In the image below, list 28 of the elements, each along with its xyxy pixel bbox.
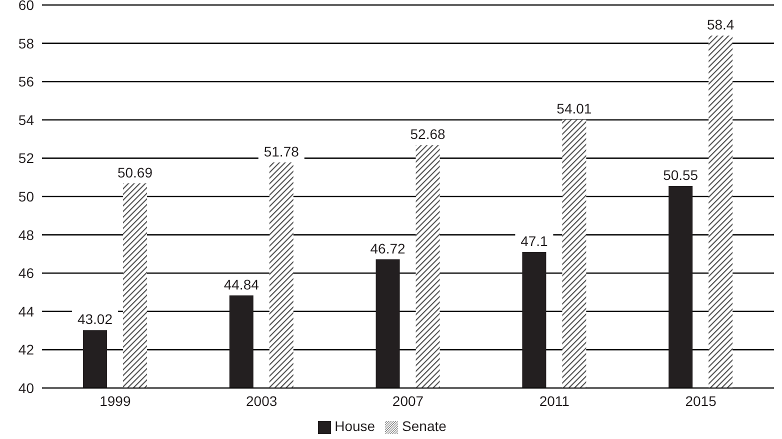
data-label: 47.1 (520, 233, 548, 250)
data-label: 52.68 (410, 126, 446, 142)
x-tick-label: 2007 (392, 392, 424, 409)
x-tick-label: 2015 (685, 392, 717, 409)
x-tick-label: 1999 (100, 392, 131, 409)
data-label: 54.01 (556, 100, 592, 117)
y-tick-label: 52 (18, 150, 34, 166)
data-label: 58.4 (706, 16, 734, 33)
y-tick-label: 46 (18, 265, 34, 282)
y-tick-label: 54 (18, 112, 34, 128)
x-tick-label: 2011 (539, 392, 570, 409)
data-label: 51.78 (264, 143, 300, 160)
data-label: 50.69 (117, 164, 153, 180)
y-tick-label: 56 (18, 74, 34, 90)
x-tick-label: 2003 (246, 392, 278, 409)
y-tick-label: 50 (18, 188, 34, 204)
y-tick-label: 58 (18, 35, 34, 52)
data-label: 46.72 (370, 240, 406, 256)
y-tick-label: 60 (18, 0, 34, 13)
y-tick-label: 40 (18, 380, 34, 396)
data-label: 43.02 (77, 311, 113, 328)
data-label: 44.84 (224, 276, 260, 292)
legend-label: House (334, 418, 376, 434)
y-tick-label: 48 (18, 226, 34, 243)
legend-label: Senate (402, 418, 446, 434)
y-tick-label: 42 (18, 342, 34, 358)
y-tick-label: 44 (18, 303, 34, 320)
data-label: 50.55 (663, 166, 698, 183)
